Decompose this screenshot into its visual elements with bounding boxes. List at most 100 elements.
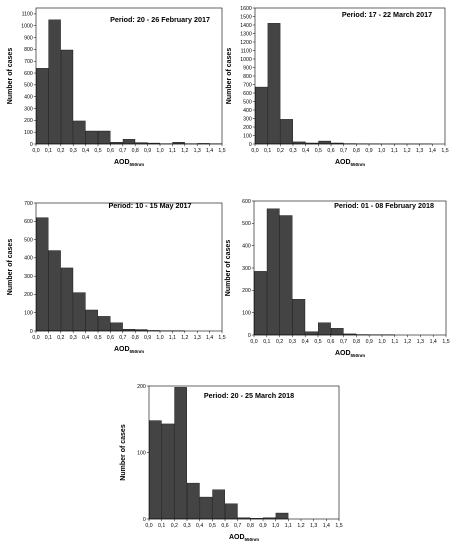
- bar: [187, 482, 200, 520]
- x-tick-label: 0,9: [259, 523, 266, 529]
- x-tick-label: 0,2: [171, 523, 178, 529]
- bar: [73, 292, 86, 332]
- y-tick-label: 0: [143, 517, 146, 523]
- y-tick-label: 400: [24, 94, 33, 100]
- x-tick-label: 0,8: [247, 523, 254, 529]
- x-tick-label: 1,0: [378, 339, 385, 345]
- x-tick-label: 1,2: [403, 148, 410, 154]
- y-axis-label: Number of cases: [120, 424, 127, 481]
- x-tick-label: 0,3: [289, 148, 296, 154]
- histogram-chart-2: 0 100 200 300 400 500 600 700 800 900 1000 1100 1200…: [226, 6, 449, 167]
- x-tick-label: 1,1: [169, 148, 176, 154]
- x-tick-label: 0,7: [340, 339, 347, 345]
- x-tick-label: 1,0: [272, 523, 279, 529]
- x-tick-label: 0,9: [144, 335, 151, 341]
- x-tick-label: 0,0: [32, 335, 39, 341]
- bar: [122, 139, 136, 145]
- y-tick-label: 0: [30, 142, 33, 148]
- bar: [267, 23, 281, 145]
- y-tick-label: 0: [30, 329, 33, 335]
- x-tick-label: 0,2: [57, 148, 64, 154]
- y-tick-label: 700: [243, 82, 252, 88]
- x-tick-label: 0,2: [57, 335, 64, 341]
- bar: [98, 316, 111, 332]
- plot-frame: [35, 202, 223, 332]
- bar: [60, 267, 74, 332]
- chart-title: Period: 20 - 25 March 2018: [204, 391, 294, 400]
- bar: [174, 387, 187, 520]
- y-tick-label: 100: [24, 130, 33, 136]
- x-tick-label: 0,6: [327, 148, 334, 154]
- y-tick-label: 500: [242, 221, 251, 227]
- chart-panel-1: 0 100 200 300 400 500 600 700 800 900 1000 1100 0,0 0…: [0, 0, 229, 180]
- x-tick-label: 1,2: [404, 339, 411, 345]
- x-tick-label: 0,1: [263, 339, 270, 345]
- x-tick-label: 1,5: [442, 339, 449, 345]
- bar: [275, 512, 289, 520]
- x-tick-label: 0,6: [107, 148, 114, 154]
- bar: [330, 328, 344, 336]
- x-tick-label: 0,2: [277, 148, 284, 154]
- chart-panel-5: 0 100 200 0,0 0,1 0,2 0,3 0,4 0,5 0,6 0,7 0,8 0,9 1,0…: [114, 375, 343, 550]
- y-axis-label: Number of cases: [226, 48, 233, 105]
- x-tick-label: 0,4: [196, 523, 203, 529]
- x-tick-label: 0,1: [264, 148, 271, 154]
- x-tick-label: 0,6: [327, 339, 334, 345]
- x-tick-label: 1,2: [297, 523, 304, 529]
- x-tick-label: 0,7: [234, 523, 241, 529]
- bar: [292, 299, 306, 336]
- x-tick-label: 1,5: [335, 523, 342, 529]
- x-tick-label: 0,1: [158, 523, 165, 529]
- bar: [36, 68, 49, 145]
- y-tick-label: 200: [24, 292, 33, 298]
- chart-title: Period: 01 - 08 February 2018: [334, 201, 434, 210]
- x-tick-label: 0,5: [315, 148, 322, 154]
- x-tick-label: 0,4: [82, 335, 89, 341]
- x-tick-label: 0,3: [183, 523, 190, 529]
- x-tick-label: 0,7: [119, 335, 126, 341]
- y-tick-label: 1600: [240, 6, 252, 12]
- x-tick-label: 0,2: [276, 339, 283, 345]
- x-tick-label: 1,0: [156, 148, 163, 154]
- x-tick-label: 1,5: [218, 148, 225, 154]
- chart-title: Period: 17 - 22 March 2017: [342, 10, 432, 19]
- x-tick-label: 0,7: [340, 148, 347, 154]
- y-tick-label: 1100: [22, 12, 33, 18]
- x-tick-label: 1,3: [194, 335, 201, 341]
- x-tick-label: 0,4: [82, 148, 89, 154]
- y-tick-label: 300: [24, 274, 33, 280]
- x-tick-label: 0,9: [144, 148, 151, 154]
- y-tick-label: 600: [242, 199, 251, 205]
- y-tick-label: 100: [137, 450, 146, 456]
- y-tick-label: 700: [24, 201, 33, 207]
- y-tick-label: 500: [24, 237, 33, 243]
- bar: [318, 140, 331, 145]
- x-tick-label: 1,1: [391, 339, 398, 345]
- bar: [98, 130, 111, 145]
- bar: [110, 322, 123, 332]
- bar: [279, 215, 293, 336]
- y-tick-label: 100: [243, 133, 252, 139]
- x-tick-label: 0,0: [250, 339, 257, 345]
- histogram-chart-5: 0 100 200 0,0 0,1 0,2 0,3 0,4 0,5 0,6 0,7 0,8 0,9 1,0…: [120, 384, 343, 542]
- x-tick-label: 1,5: [218, 335, 225, 341]
- y-tick-label: 800: [243, 74, 252, 80]
- y-tick-label: 1300: [240, 31, 252, 37]
- y-tick-label: 600: [243, 91, 252, 97]
- x-tick-label: 1,1: [391, 148, 398, 154]
- y-tick-label: 100: [24, 311, 33, 317]
- bar: [85, 130, 98, 145]
- y-tick-label: 0: [248, 333, 251, 339]
- y-tick-label: 200: [137, 384, 146, 390]
- chart-panel-2: 0 100 200 300 400 500 600 700 800 900 1000 1100 1200…: [226, 0, 457, 180]
- bar: [266, 208, 280, 336]
- plot-frame: [35, 7, 223, 145]
- x-tick-label: 1,3: [416, 148, 423, 154]
- bar: [318, 322, 331, 336]
- y-axis-label: Number of cases: [7, 48, 14, 105]
- y-tick-label: 1000: [240, 57, 252, 63]
- histogram-chart-1: 0 100 200 300 400 500 600 700 800 900 1000 1100 0,0 0…: [7, 7, 226, 167]
- x-tick-label: 0,5: [209, 523, 216, 529]
- x-tick-label: 0,8: [132, 335, 139, 341]
- y-tick-label: 900: [243, 65, 252, 71]
